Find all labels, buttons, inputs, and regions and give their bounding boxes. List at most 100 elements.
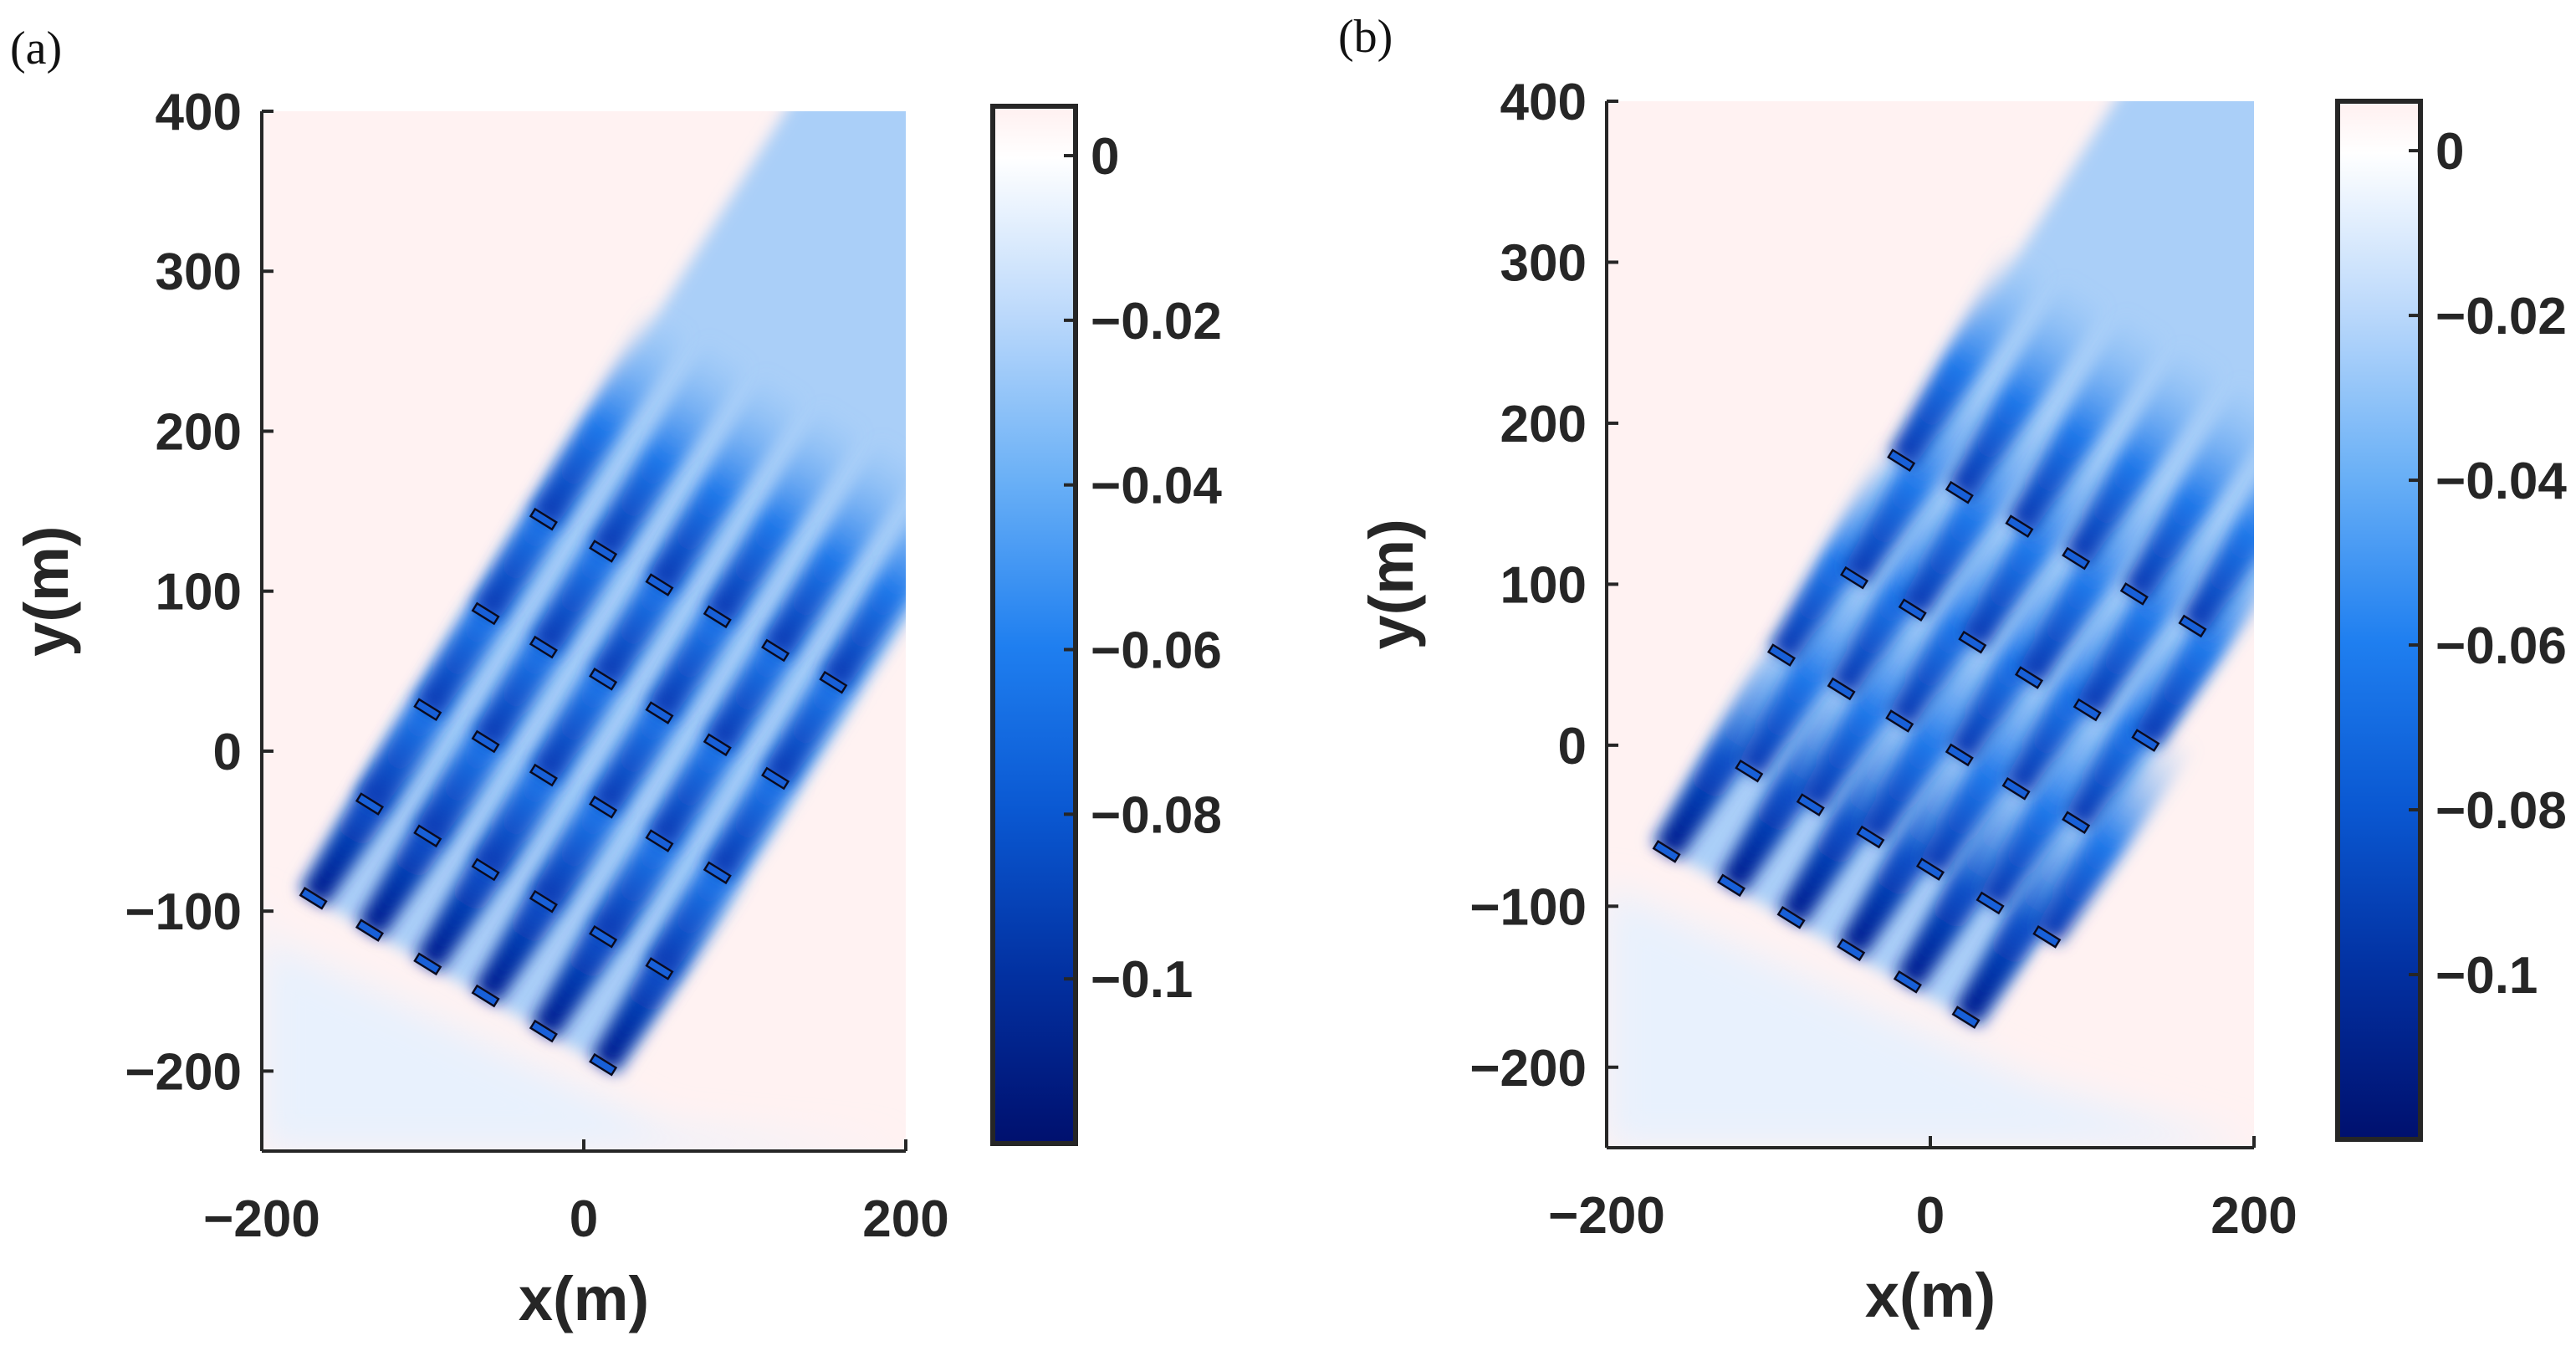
panel-a-xtick-label: 0 — [570, 1190, 598, 1248]
panel-b-colorbar-label: −0.02 — [2435, 288, 2567, 345]
turbine-marker — [589, 668, 618, 691]
lower-deficit-region — [262, 895, 906, 1151]
turbine-marker — [1975, 891, 2005, 915]
panel-b-x-axis-label: x(m) — [1865, 1261, 1996, 1330]
panel-a-lower-deficit — [262, 895, 906, 1151]
panel-b-colorbar: 0 −0.02 −0.04 −0.06 −0.08 −0.1 — [2335, 99, 2567, 1142]
turbine-wake — [1858, 618, 2021, 845]
panel-a-colorbar-label: 0 — [1091, 128, 1119, 186]
turbine-marker — [2001, 776, 2031, 801]
panel-b-lower-deficit — [1607, 886, 2254, 1148]
turbine-wake — [1900, 391, 2063, 618]
turbine-marker — [2131, 729, 2160, 752]
turbine-marker — [1856, 825, 1885, 849]
turbine-marker — [589, 796, 618, 819]
panel-b-colorbar-label: −0.06 — [2435, 617, 2567, 675]
turbine-wake — [1654, 632, 1817, 859]
turbine-marker — [819, 670, 848, 694]
panel-a-colorbar-label: −0.1 — [1091, 951, 1193, 1009]
panel-b-colorbar-label: −0.04 — [2435, 453, 2567, 510]
turbine-marker — [1893, 970, 1922, 994]
panel-b: (b) −200 −100 0 100 200 300 400 −200 0 2… — [1338, 11, 2567, 1330]
turbine-marker — [355, 919, 385, 942]
turbine-marker — [1827, 677, 1856, 701]
turbine-marker — [589, 924, 618, 949]
turbine-wake — [1978, 684, 2141, 911]
panel-b-xtick-label: 200 — [2211, 1187, 2297, 1245]
panel-b-ytick-label: 200 — [1500, 396, 1587, 453]
turbine-marker — [2062, 811, 2091, 835]
turbine-wake — [1889, 242, 2052, 468]
turbine-marker — [1885, 709, 1914, 733]
panel-a-x-axis-label: x(m) — [519, 1264, 649, 1333]
panel-a-colorbar-label: −0.06 — [1091, 622, 1222, 680]
turbine-marker — [471, 601, 500, 626]
turbine-wake — [1954, 798, 2117, 1026]
panel-a-ytick-label: 300 — [156, 243, 242, 301]
turbine-marker — [413, 952, 442, 976]
panel-b-ytick-label: 0 — [1558, 718, 1587, 775]
turbine-wake — [1736, 552, 1900, 779]
turbine-wake — [1842, 359, 2006, 586]
turbine-marker — [1915, 857, 1945, 881]
turbine-marker — [645, 829, 674, 852]
panel-b-colorbar-label: −0.1 — [2435, 947, 2538, 1005]
panel-a-axes: −200 −100 0 100 200 300 400 −200 0 200 x… — [12, 84, 949, 1333]
turbine-marker — [1652, 840, 1681, 863]
panel-b-xtick-label: −200 — [1548, 1187, 1665, 1245]
turbine-marker — [413, 698, 442, 722]
turbine-marker — [471, 984, 500, 1008]
turbine-wake — [2006, 307, 2170, 535]
turbine-wake — [821, 525, 906, 690]
panel-b-ytick-label: −100 — [1469, 878, 1587, 936]
turbine-marker — [529, 635, 558, 659]
turbine-marker — [529, 1019, 558, 1043]
turbine-marker — [529, 763, 558, 787]
turbine-marker — [355, 792, 385, 816]
turbine-wake — [2075, 491, 2238, 718]
panel-a-wakes — [301, 302, 906, 1072]
panel-b-colorbar-frame — [2335, 99, 2423, 1142]
turbine-marker — [1837, 938, 1866, 962]
panel-a: (a) −200 −100 0 100 200 300 400 −200 0 2… — [10, 23, 1222, 1333]
turbine-wake — [531, 302, 694, 527]
turbine-marker — [703, 605, 732, 629]
turbine-marker — [1945, 480, 1974, 504]
panel-b-colorbar-label: 0 — [2435, 123, 2464, 181]
turbine-marker — [2119, 582, 2149, 606]
panel-b-ytick-label: 300 — [1500, 234, 1587, 292]
panel-a-xtick-label: −200 — [203, 1190, 320, 1248]
turbine-wake — [2063, 340, 2227, 566]
turbine-marker — [1735, 759, 1764, 783]
panel-b-label: (b) — [1338, 11, 1393, 63]
turbine-marker — [299, 887, 328, 910]
panel-a-heatmap — [262, 111, 906, 1151]
turbine-wake — [2034, 718, 2198, 944]
turbine-marker — [761, 766, 790, 791]
turbine-marker — [413, 824, 442, 848]
turbine-marker — [529, 507, 558, 531]
turbine-marker — [2032, 925, 2062, 949]
panel-b-colorbar-label: −0.08 — [2435, 782, 2567, 840]
turbine-wake — [705, 399, 867, 625]
panel-a-colorbar: 0 −0.02 −0.04 −0.06 −0.08 −0.1 — [990, 104, 1222, 1146]
panel-a-ytick-label: 400 — [156, 84, 242, 141]
turbine-marker — [471, 857, 500, 882]
turbine-marker — [2073, 698, 2102, 722]
panel-b-xtick-label: 0 — [1916, 1187, 1945, 1245]
panel-a-ytick-label: 0 — [213, 724, 242, 781]
turbine-wake — [1895, 763, 2058, 990]
turbine-wake — [1798, 586, 1961, 813]
turbine-wake — [1918, 650, 2082, 878]
panel-a-colorbar-label: −0.08 — [1091, 786, 1222, 844]
turbine-marker — [589, 540, 618, 563]
turbine-marker — [1776, 905, 1806, 929]
panel-a-ytick-label: −100 — [125, 883, 242, 941]
turbine-wake — [1960, 423, 2124, 650]
turbine-marker — [1951, 1006, 1981, 1029]
turbine-marker — [761, 638, 790, 663]
panel-a-colorbar-label: −0.02 — [1091, 293, 1222, 351]
turbine-wake — [1947, 274, 2110, 500]
turbine-marker — [645, 701, 674, 724]
panel-a-y-axis-label: y(m) — [12, 526, 81, 657]
